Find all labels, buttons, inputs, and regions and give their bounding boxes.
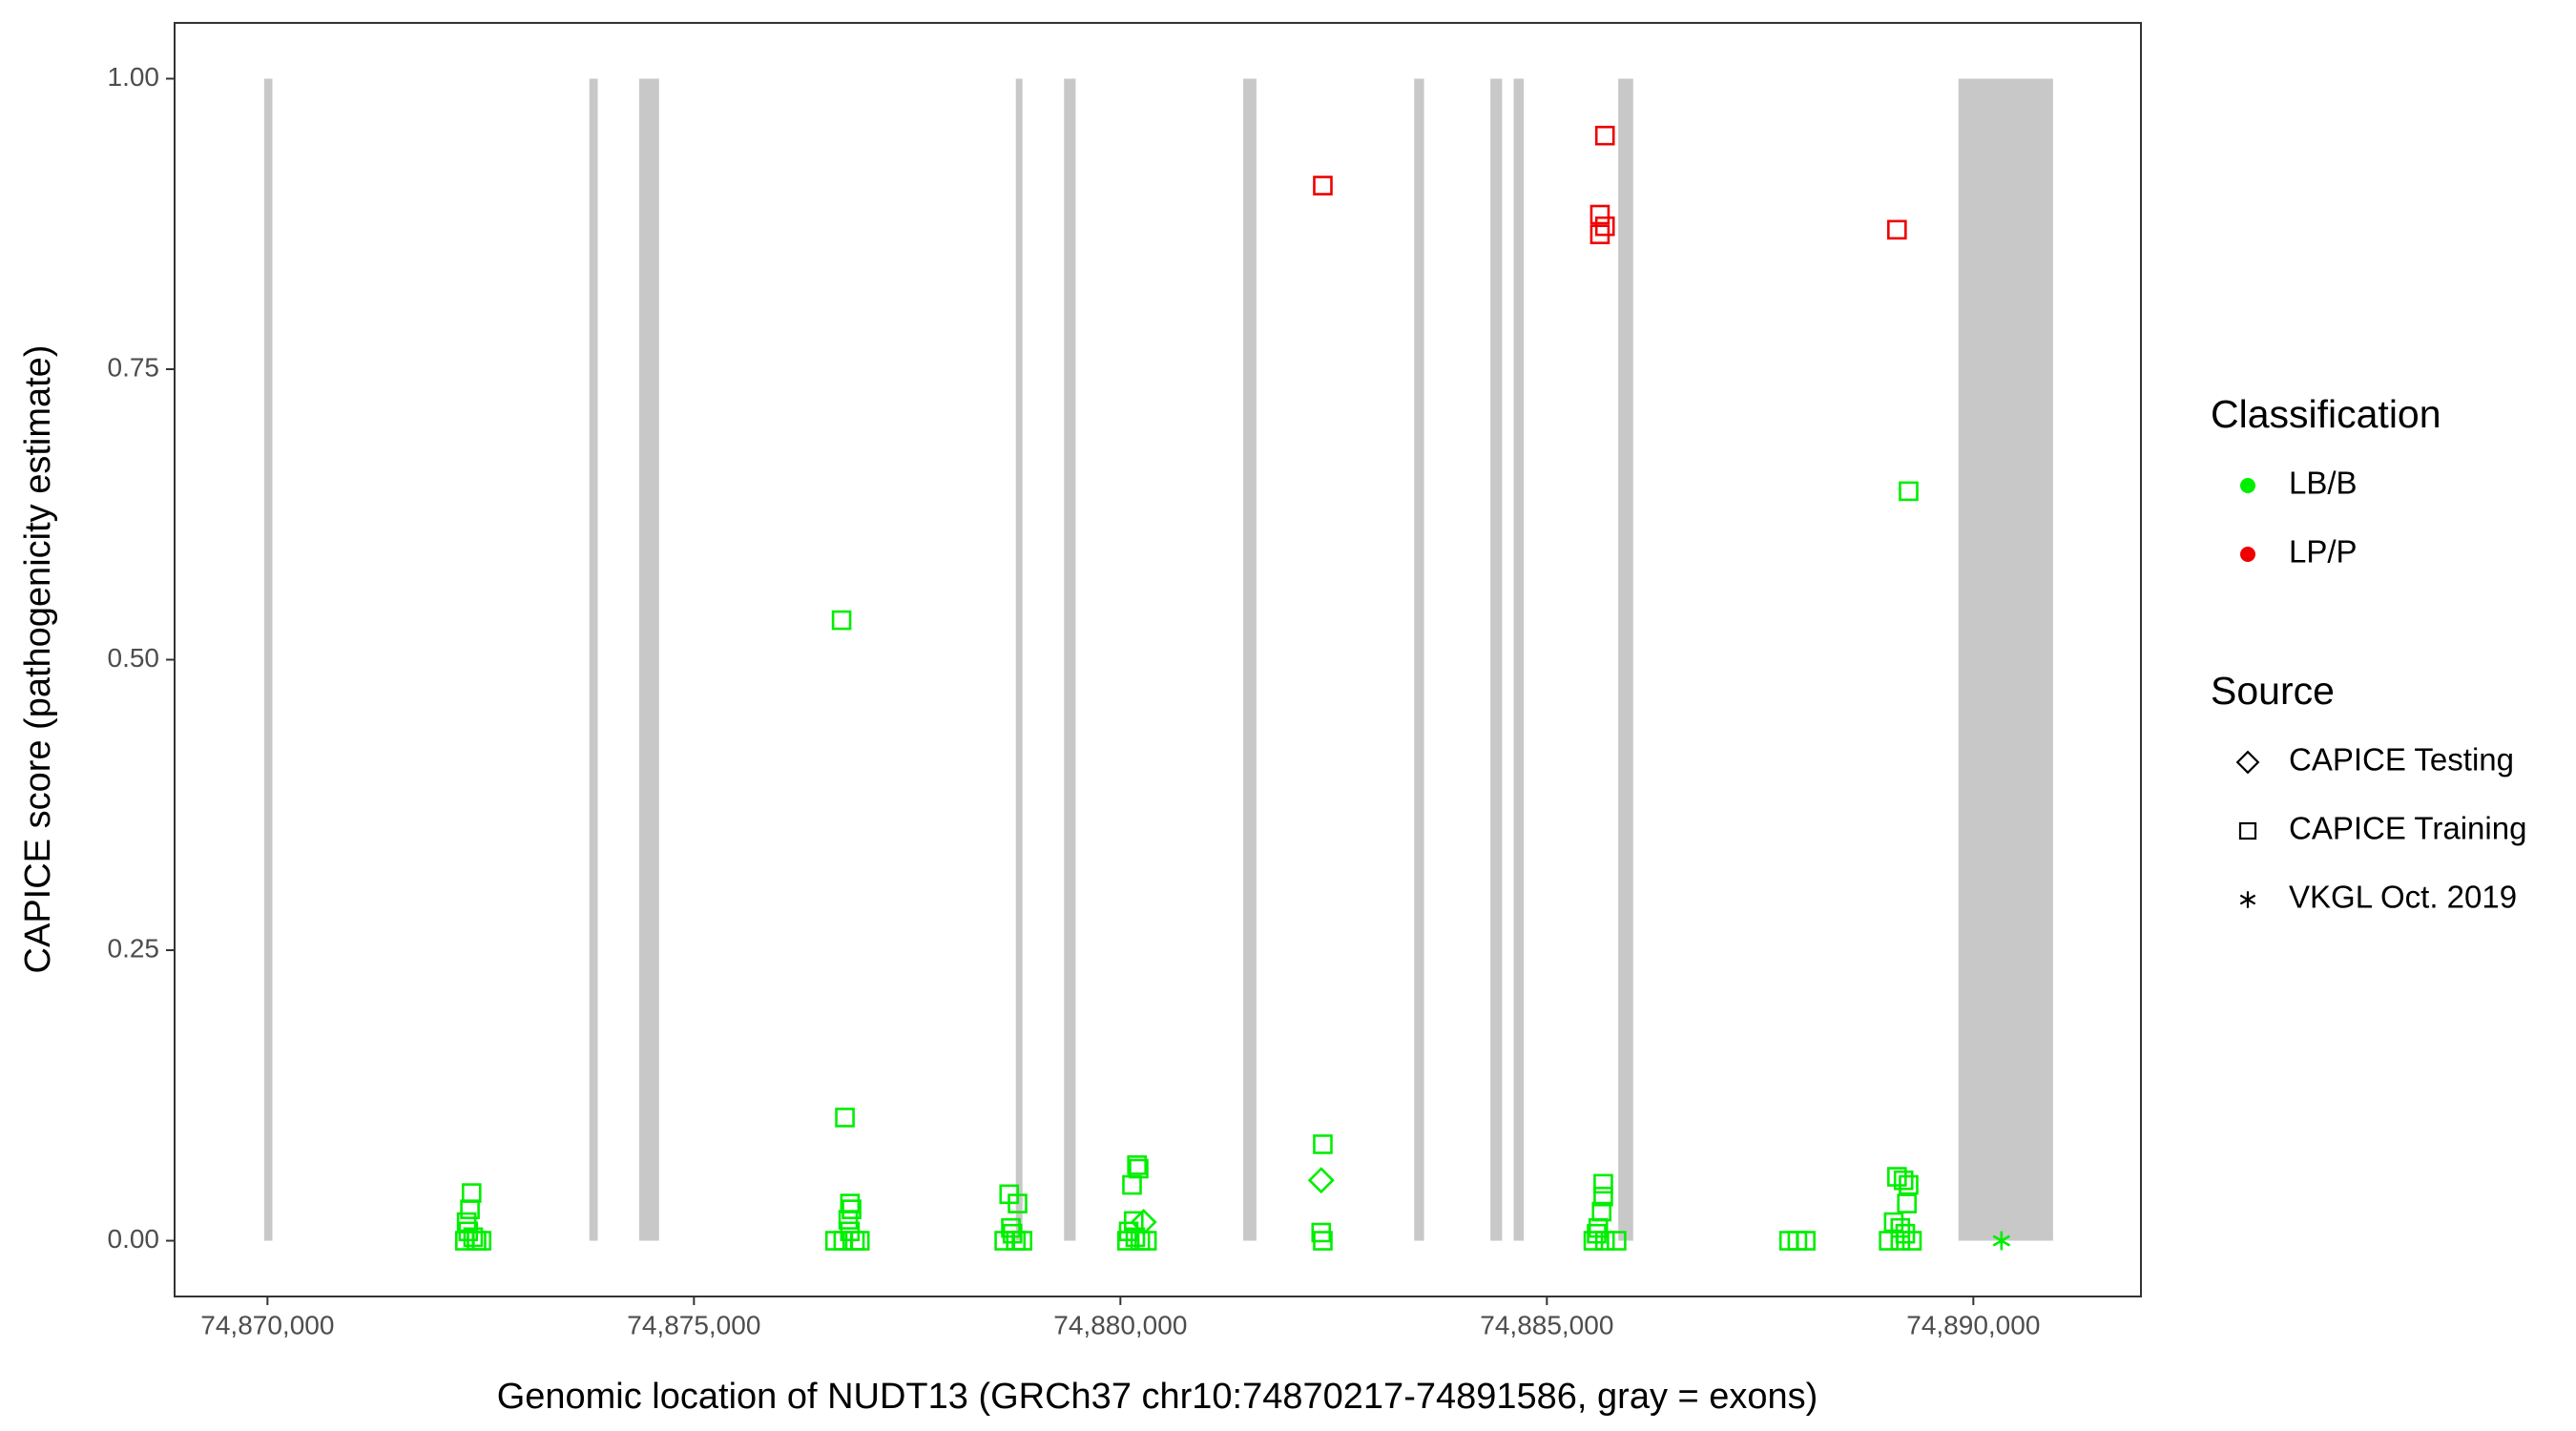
y-tick-label: 1.00 — [108, 62, 160, 92]
point — [1796, 1231, 1816, 1251]
y-tick-label: 0.75 — [108, 352, 160, 382]
exon — [1618, 78, 1633, 1241]
point — [460, 1199, 480, 1219]
point — [1588, 1217, 1609, 1238]
point — [1890, 1217, 1911, 1238]
point — [1589, 204, 1610, 225]
point — [1313, 1134, 1333, 1154]
point — [1313, 1231, 1333, 1251]
y-axis-title: CAPICE score (pathogenicity estimate) — [18, 345, 58, 974]
point — [1594, 125, 1615, 146]
point — [1890, 1231, 1911, 1251]
y-tick-label: 0.25 — [108, 933, 160, 963]
point — [1313, 176, 1333, 196]
legend-label: LP/P — [2289, 534, 2358, 570]
point — [1879, 1231, 1899, 1251]
x-axis-title: Genomic location of NUDT13 (GRCh37 chr10… — [497, 1377, 1818, 1417]
point — [1887, 219, 1907, 240]
point — [1883, 1212, 1904, 1233]
point — [1122, 1174, 1142, 1195]
point — [2239, 891, 2256, 908]
point — [1901, 1231, 1922, 1251]
point — [1594, 1231, 1615, 1251]
x-tick-label: 74,890,000 — [1906, 1310, 2040, 1339]
legend-label: CAPICE Training — [2289, 811, 2526, 846]
point — [835, 1108, 855, 1128]
point — [1893, 1170, 1914, 1191]
x-tick-label: 74,880,000 — [1053, 1310, 1187, 1339]
exon — [1513, 78, 1525, 1241]
point — [838, 1210, 859, 1230]
legend-title: Source — [2211, 669, 2335, 713]
legend-title: Classification — [2211, 392, 2441, 436]
legend-label: VKGL Oct. 2019 — [2289, 880, 2517, 915]
exon — [1015, 78, 1023, 1241]
point — [831, 610, 852, 631]
point — [1307, 1167, 1335, 1194]
x-tick-label: 74,870,000 — [200, 1310, 334, 1339]
point — [2238, 821, 2257, 840]
exon — [638, 78, 659, 1241]
point — [1593, 1186, 1613, 1207]
plot-background — [175, 23, 2141, 1296]
y-tick-label: 0.50 — [108, 643, 160, 673]
exon — [1490, 78, 1503, 1241]
exon — [589, 78, 598, 1241]
point — [2240, 478, 2255, 493]
point — [1899, 481, 1919, 502]
point — [1117, 1231, 1137, 1251]
point — [1593, 1173, 1613, 1194]
x-tick-label: 74,885,000 — [1480, 1310, 1613, 1339]
point — [849, 1231, 870, 1251]
exon — [1243, 78, 1257, 1241]
exon — [1064, 78, 1076, 1241]
point — [1897, 1193, 1917, 1213]
point — [471, 1231, 492, 1251]
point — [2240, 547, 2255, 562]
point — [1607, 1231, 1627, 1251]
x-tick-label: 74,875,000 — [627, 1310, 760, 1339]
point — [841, 1199, 862, 1219]
exon — [1958, 78, 2053, 1241]
point — [1012, 1231, 1033, 1251]
legend-label: CAPICE Testing — [2289, 742, 2514, 778]
legend-label: LB/B — [2289, 466, 2358, 501]
point — [2235, 750, 2260, 775]
point — [1001, 1217, 1021, 1238]
point — [1899, 1174, 1919, 1195]
point — [1992, 1231, 2011, 1251]
plot-border — [174, 22, 2142, 1297]
point — [1008, 1193, 1028, 1213]
point — [1583, 1231, 1604, 1251]
point — [1130, 1209, 1157, 1236]
exon — [263, 78, 273, 1241]
exon — [1414, 78, 1424, 1241]
y-tick-label: 0.00 — [108, 1224, 160, 1254]
point — [1589, 224, 1610, 244]
point — [1127, 1155, 1147, 1175]
